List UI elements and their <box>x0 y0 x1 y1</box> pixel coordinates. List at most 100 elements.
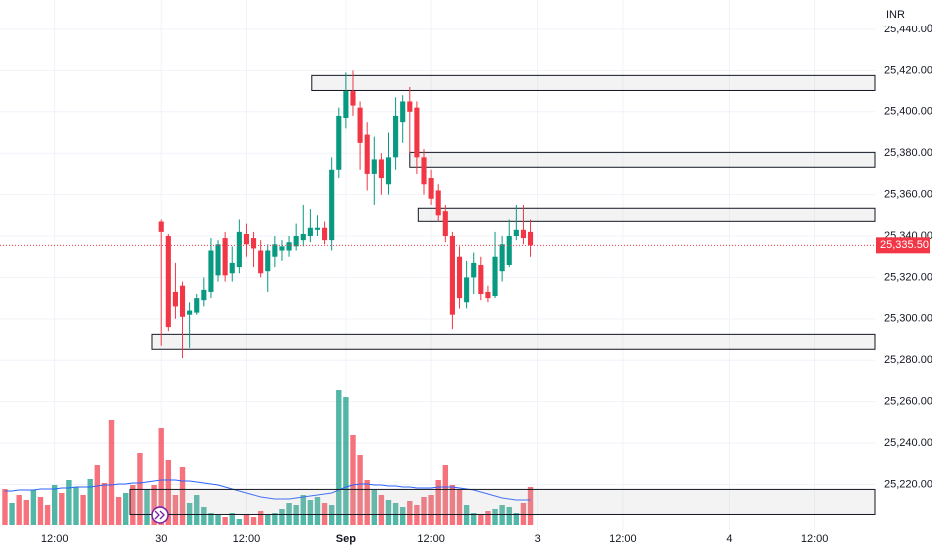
volume-bar <box>16 495 22 525</box>
candle-body <box>215 244 221 276</box>
volume-bar <box>37 497 44 525</box>
volume-bar <box>499 505 505 525</box>
price-axis <box>876 0 932 550</box>
volume-ma <box>5 479 531 501</box>
volume-bar <box>328 505 335 525</box>
volume-bar <box>343 397 349 525</box>
y-tick-label: 25,260.00 <box>884 396 932 408</box>
x-tick-label: 12:00 <box>41 533 69 545</box>
candle-body <box>194 298 200 313</box>
volume-bar <box>492 509 498 525</box>
volume-bar <box>236 519 243 525</box>
y-tick-label: 25,380.00 <box>884 147 932 159</box>
volume-bar <box>80 495 86 525</box>
candle-body <box>172 291 178 307</box>
volume-bar <box>208 513 214 525</box>
candle-body <box>520 229 526 239</box>
last-price-label: 25,335.50 <box>880 239 929 251</box>
volume-bar <box>527 487 534 525</box>
candle-body <box>314 227 321 230</box>
volume-bar <box>364 480 370 525</box>
volume-bar <box>257 511 264 525</box>
y-tick-label: 25,400.00 <box>884 106 932 118</box>
candle-body <box>279 246 285 251</box>
x-tick-label: 30 <box>155 533 167 545</box>
candle-body <box>456 256 463 299</box>
volume-bar <box>435 480 441 525</box>
volume-bar <box>350 435 356 525</box>
candle-body <box>357 107 363 143</box>
volume-bar <box>385 500 392 525</box>
candle-body <box>449 236 455 315</box>
candle-body <box>527 231 534 246</box>
candle-body <box>350 91 356 106</box>
volume-bar <box>9 503 15 525</box>
volume-bar <box>378 495 385 525</box>
candle-body <box>272 244 278 257</box>
volume-bar <box>229 513 235 525</box>
currency[interactable]: INR <box>886 9 905 21</box>
y-tick-label: 25,420.00 <box>884 64 932 76</box>
volume-bar <box>66 480 72 525</box>
candle-body <box>187 310 193 315</box>
volume-bar <box>357 455 363 525</box>
volume-bar <box>158 428 164 525</box>
candle-body <box>322 227 328 241</box>
x-tick-label: 4 <box>726 533 732 545</box>
last-price-box <box>876 237 930 254</box>
volume-bar <box>265 515 271 525</box>
candle-body <box>400 101 406 123</box>
volume-bar <box>336 390 342 525</box>
zone <box>417 207 876 222</box>
volume-bar <box>201 507 207 525</box>
candle-body <box>421 157 427 185</box>
volume-bar <box>414 505 420 525</box>
candle-body <box>371 159 377 174</box>
volume-bar <box>73 487 79 525</box>
candle-body <box>265 250 271 272</box>
volume-bar <box>400 507 406 525</box>
candle-body <box>222 238 228 276</box>
volume-bar <box>87 479 93 525</box>
volume-bar <box>115 497 122 525</box>
candle-body <box>236 231 242 268</box>
y-tick-label: 25,280.00 <box>884 354 932 366</box>
candle-body <box>293 236 299 247</box>
candle-body <box>506 236 512 265</box>
volume-bar <box>428 495 434 525</box>
x-tick-label: 12:00 <box>801 533 829 545</box>
volume-bar <box>314 497 321 525</box>
candle-body <box>485 291 491 299</box>
candle-body <box>471 262 477 278</box>
replay-icon[interactable] <box>151 506 169 524</box>
candle-body <box>478 265 484 294</box>
volume-bar <box>108 420 115 525</box>
volume-bar <box>59 493 65 525</box>
candle-body <box>286 242 292 251</box>
volume-bar <box>165 460 172 525</box>
candle-body <box>307 227 313 237</box>
candle-body <box>513 229 519 237</box>
volume-bar <box>272 513 278 525</box>
candle-body <box>229 262 235 274</box>
volume-bar <box>222 517 228 525</box>
candle-body <box>165 236 171 328</box>
volume-bar <box>123 493 129 525</box>
volume-bar <box>2 489 8 525</box>
zone <box>311 74 876 91</box>
candle-body <box>435 190 441 216</box>
y-tick-label: 25,320.00 <box>884 271 932 283</box>
candle-body <box>499 244 505 272</box>
volume-bar <box>179 467 186 525</box>
volume-bar <box>44 505 51 525</box>
y-tick-label: 25,220.00 <box>884 478 932 490</box>
volume-bar <box>421 497 427 525</box>
candle-body <box>364 134 370 174</box>
volume-bar <box>51 485 58 525</box>
y-tick-label: 25,300.00 <box>884 313 932 325</box>
volume-bar <box>456 490 463 525</box>
currency-box[interactable] <box>878 4 928 26</box>
candle-body <box>250 238 257 249</box>
x-tick-label: Sep <box>336 533 356 545</box>
volume-bar <box>101 483 108 525</box>
